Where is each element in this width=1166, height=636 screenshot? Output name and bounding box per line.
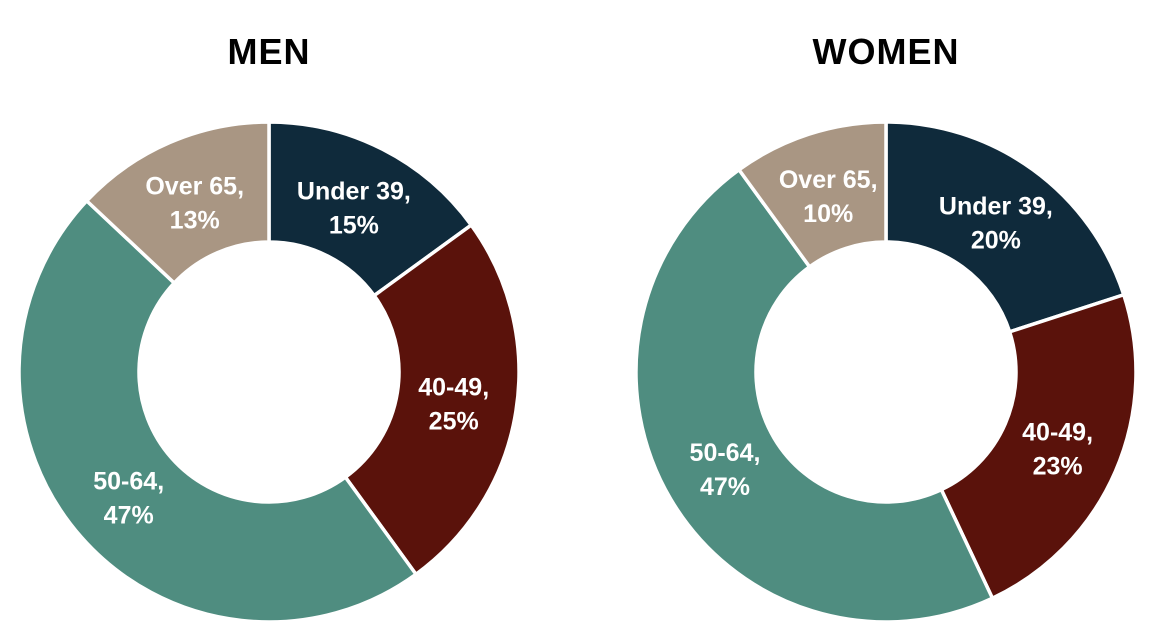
donut-slice-women-over-65 [737,120,888,269]
slice-label-women-over-65: Over 65, 10% [779,166,878,228]
donut-slice-men-under-39 [267,120,473,298]
chart-title-men: MEN [227,31,311,72]
chart-title-women: WOMEN [812,31,960,72]
slice-label-women-50-64: 50-64, 47% [690,439,761,501]
donut-slice-men-over-65 [85,120,271,285]
slice-label-men-40-49: 40-49, 25% [418,373,489,435]
slice-label-men-over-65: Over 65, 13% [145,172,244,234]
donut-slice-women-50-64 [634,168,995,624]
donut-slice-men-40-49 [343,223,521,576]
donut-slice-women-40-49 [939,293,1138,600]
slice-label-women-40-49: 40-49, 23% [1022,418,1093,480]
slice-label-men-50-64: 50-64, 47% [93,468,164,530]
slice-label-men-under-39: Under 39, 15% [297,177,411,239]
slice-label-women-under-39: Under 39, 20% [939,193,1053,255]
donut-slice-men-50-64 [17,199,418,624]
donut-slice-women-under-39 [884,120,1126,334]
